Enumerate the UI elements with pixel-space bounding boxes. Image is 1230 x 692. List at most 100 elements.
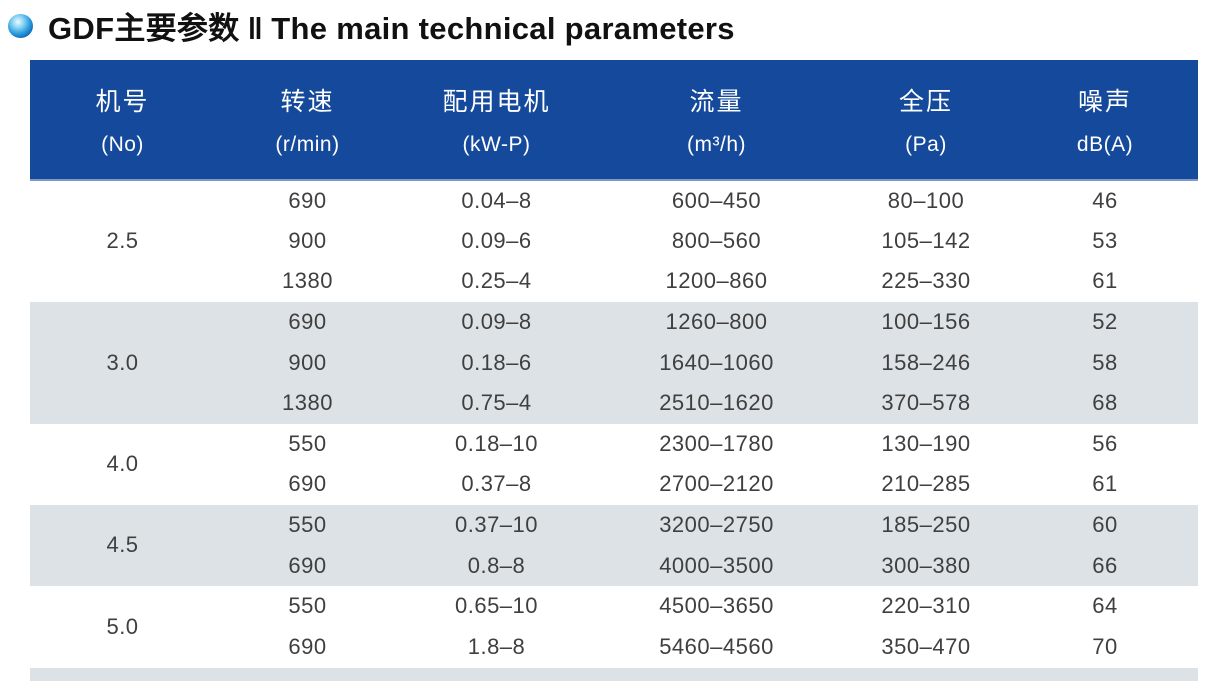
motor-cell: 0.09–6 (461, 227, 532, 253)
header-row: 机号 (No) 转速 (r/min) 配用电机 (kW-P) 流量 (m³/h) 全压 (… (30, 60, 1198, 181)
table-row: 5.0 550 0.65–10 4500–3650 220–310 64 (30, 586, 1198, 638)
parameters-table: 机号 (No) 转速 (r/min) 配用电机 (kW-P) 流量 (m³/h) 全压 (… (30, 60, 1198, 667)
noise-cell: 61 (1092, 268, 1118, 294)
group-no-cell: 3.0 (106, 349, 139, 375)
col-header-flow-zh: 流量 (689, 88, 744, 116)
pressure-cell: 300–380 (881, 552, 971, 578)
group-no-cell: 4.5 (106, 532, 139, 558)
pressure-cell: 370–578 (881, 390, 971, 416)
flow-cell: 2510–1620 (659, 390, 774, 416)
table-row: 1380 0.25–4 1200–860 225–330 61 (30, 261, 1198, 302)
col-header-flow: 流量 (m³/h) (593, 60, 840, 181)
flow-cell: 2700–2120 (659, 471, 774, 497)
title-divider: ‖ (247, 11, 264, 46)
speed-cell: 690 (288, 633, 327, 659)
table-row: 1380 0.75–4 2510–1620 370–578 68 (30, 382, 1198, 424)
group-no-cell: 5.0 (106, 613, 139, 639)
page-title: GDF主要参数 ‖ The main technical parameters (8, 3, 735, 48)
pressure-cell: 158–246 (881, 349, 971, 375)
pressure-cell: 210–285 (881, 471, 971, 497)
pressure-cell: 130–190 (881, 430, 971, 456)
table-row: 4.5 550 0.37–10 3200–2750 185–250 60 (30, 504, 1198, 557)
motor-cell: 0.25–4 (461, 268, 532, 294)
table-row: 2.5 690 0.04–8 600–450 80–100 46 (30, 180, 1198, 254)
motor-cell: 1.8–8 (467, 633, 526, 659)
speed-cell: 690 (288, 552, 327, 578)
motor-cell: 0.75–4 (461, 390, 532, 416)
speed-cell: 550 (288, 593, 327, 619)
table-row: 690 0.37–8 2700–2120 210–285 61 (30, 464, 1198, 505)
title-zh: GDF主要参数 (48, 11, 240, 46)
pressure-cell: 80–100 (887, 187, 965, 213)
noise-cell: 52 (1092, 309, 1118, 335)
flow-cell: 1200–860 (665, 268, 768, 294)
speed-cell: 900 (288, 227, 327, 253)
noise-cell: 68 (1092, 390, 1118, 416)
group-no-cell: 2.5 (106, 228, 139, 254)
col-header-noise-unit: dB(A) (1076, 133, 1134, 156)
group-no-cell: 4.0 (106, 451, 139, 477)
col-header-noise-zh: 噪声 (1077, 88, 1132, 116)
col-header-pressure-unit: (Pa) (905, 133, 947, 156)
noise-cell: 60 (1092, 512, 1118, 538)
col-header-speed: 转速 (r/min) (215, 60, 400, 181)
speed-cell: 1380 (282, 390, 333, 416)
table-row: 4.0 550 0.18–10 2300–1780 130–190 56 (30, 424, 1198, 476)
flow-cell: 4500–3650 (659, 593, 774, 619)
noise-cell: 46 (1092, 187, 1118, 213)
col-header-pressure-zh: 全压 (898, 88, 953, 116)
noise-cell: 56 (1092, 430, 1118, 456)
motor-cell: 0.37–10 (454, 512, 539, 538)
flow-cell: 600–450 (671, 187, 762, 213)
col-header-speed-zh: 转速 (280, 88, 335, 116)
speed-cell: 1380 (282, 268, 333, 294)
bullet-sphere-icon (8, 13, 33, 38)
flow-cell: 800–560 (671, 227, 762, 253)
table-row: 690 1.8–8 5460–4560 350–470 70 (30, 627, 1198, 668)
col-header-speed-unit: (r/min) (275, 133, 340, 156)
flow-cell: 3200–2750 (659, 512, 774, 538)
motor-cell: 0.18–10 (454, 430, 539, 456)
col-header-motor: 配用电机 (kW-P) (400, 60, 593, 181)
noise-cell: 66 (1092, 552, 1118, 578)
speed-cell: 550 (288, 430, 327, 456)
motor-cell: 0.37–8 (461, 471, 532, 497)
flow-cell: 4000–3500 (659, 552, 774, 578)
pressure-cell: 225–330 (881, 268, 971, 294)
col-header-no-unit: (No) (101, 133, 144, 156)
noise-cell: 70 (1092, 633, 1118, 659)
noise-cell: 58 (1092, 349, 1118, 375)
motor-cell: 0.09–8 (461, 309, 532, 335)
col-header-flow-unit: (m³/h) (687, 133, 746, 156)
pressure-cell: 185–250 (881, 512, 971, 538)
table-row: 900 0.18–6 1640–1060 158–246 58 (30, 342, 1198, 383)
col-header-motor-unit: (kW-P) (462, 133, 531, 156)
noise-cell: 53 (1092, 227, 1118, 253)
flow-cell: 1260–800 (665, 309, 768, 335)
col-header-motor-zh: 配用电机 (442, 88, 551, 116)
pressure-cell: 105–142 (881, 227, 971, 253)
flow-cell: 2300–1780 (659, 430, 774, 456)
noise-cell: 64 (1092, 593, 1118, 619)
motor-cell: 0.04–8 (461, 187, 532, 213)
motor-cell: 0.18–6 (461, 349, 532, 375)
speed-cell: 690 (288, 309, 327, 335)
page-title-text: GDF主要参数 ‖ The main technical parameters (48, 3, 735, 48)
motor-cell: 0.8–8 (467, 552, 526, 578)
col-header-no: 机号 (No) (30, 60, 215, 181)
noise-cell: 61 (1092, 471, 1118, 497)
table-row: 690 0.8–8 4000–3500 300–380 66 (30, 545, 1198, 586)
table-row: 900 0.09–6 800–560 105–142 53 (30, 221, 1198, 262)
col-header-no-zh: 机号 (95, 88, 150, 116)
speed-cell: 900 (288, 349, 327, 375)
flow-cell: 5460–4560 (659, 633, 774, 659)
next-group-cutoff-band (30, 668, 1198, 681)
table-header: 机号 (No) 转速 (r/min) 配用电机 (kW-P) 流量 (m³/h) 全压 (… (30, 60, 1198, 181)
speed-cell: 550 (288, 512, 327, 538)
motor-cell: 0.65–10 (454, 593, 539, 619)
pressure-cell: 100–156 (881, 309, 971, 335)
title-en: The main technical parameters (271, 11, 735, 46)
table-body: 2.5 690 0.04–8 600–450 80–100 46 900 0.0… (30, 180, 1198, 667)
col-header-noise: 噪声 dB(A) (1012, 60, 1198, 181)
